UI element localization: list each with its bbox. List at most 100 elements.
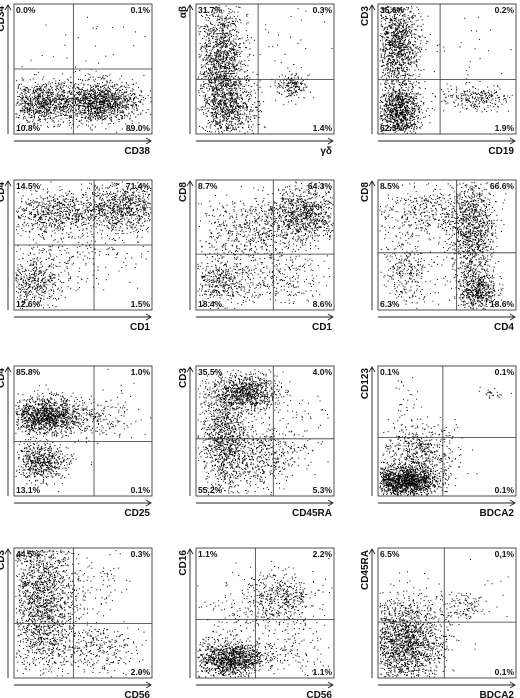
scatter-point — [53, 93, 55, 95]
scatter-point — [44, 83, 46, 85]
scatter-point — [49, 108, 50, 110]
scatter-point — [41, 105, 43, 107]
scatter-point — [57, 103, 59, 105]
scatter-point — [380, 83, 382, 85]
scatter-point — [278, 34, 279, 36]
scatter-point — [218, 66, 220, 68]
scatter-point — [407, 32, 408, 34]
scatter-point — [85, 98, 87, 100]
scatter-point — [395, 12, 397, 14]
scatter-point — [59, 97, 61, 99]
scatter-point — [42, 93, 44, 95]
scatter-point — [212, 41, 214, 43]
scatter-point — [121, 117, 123, 119]
scatter-point — [219, 44, 221, 46]
scatter-point — [112, 99, 114, 100]
scatter-point — [241, 121, 242, 123]
scatter-point — [208, 80, 210, 82]
scatter-point — [90, 111, 92, 113]
scatter-point — [232, 108, 234, 110]
scatter-point — [230, 41, 232, 43]
scatter-point — [38, 106, 40, 108]
scatter-point — [228, 63, 229, 65]
scatter-point — [216, 98, 218, 100]
scatter-point — [65, 110, 67, 112]
scatter-point — [252, 124, 254, 126]
scatter-point — [131, 106, 133, 108]
scatter-point — [100, 99, 102, 101]
scatter-point — [229, 130, 231, 132]
scatter-point — [223, 118, 225, 120]
scatter-point — [84, 117, 86, 119]
scatter-point — [90, 115, 92, 117]
scatter-point — [225, 83, 227, 85]
scatter-point — [249, 54, 251, 56]
scatter-point — [101, 95, 103, 97]
scatter-point — [205, 29, 207, 31]
scatter-point — [253, 83, 255, 85]
scatter-point — [231, 122, 233, 124]
scatter-point — [48, 88, 50, 90]
scatter-point — [238, 105, 240, 107]
scatter-point — [211, 24, 213, 26]
scatter-point — [43, 118, 45, 120]
scatter-point — [214, 78, 216, 80]
scatter-point — [210, 54, 211, 56]
scatter-point — [211, 108, 213, 110]
scatter-point — [85, 74, 86, 76]
scatter-point — [199, 125, 201, 127]
scatter-point — [279, 84, 281, 86]
scatter-point — [396, 9, 398, 11]
scatter-point — [403, 41, 405, 43]
scatter-point — [120, 95, 122, 97]
scatter-point — [110, 97, 112, 98]
scatter-point — [230, 90, 232, 92]
scatter-point — [216, 9, 218, 11]
scatter-point — [246, 107, 248, 108]
scatter-point — [237, 50, 239, 51]
scatter-point — [87, 97, 89, 99]
scatter-point — [74, 84, 75, 86]
scatter-point — [234, 114, 236, 116]
scatter-point — [96, 102, 97, 104]
scatter-point — [212, 60, 214, 62]
scatter-point — [28, 99, 29, 101]
scatter-point — [222, 109, 224, 111]
scatter-point — [123, 95, 125, 97]
scatter-point — [384, 18, 386, 20]
scatter-point — [395, 17, 397, 19]
scatter-point — [421, 29, 423, 31]
scatter-point — [219, 33, 221, 34]
scatter-point — [221, 87, 223, 89]
scatter-point — [80, 93, 82, 95]
scatter-point — [110, 91, 111, 93]
scatter-point — [386, 44, 388, 45]
scatter-point — [219, 30, 220, 32]
scatter-point — [217, 112, 219, 114]
scatter-point — [215, 74, 217, 76]
scatter-point — [224, 97, 226, 99]
scatter-point — [75, 110, 77, 112]
scatter-point — [89, 105, 91, 107]
scatter-point — [49, 100, 51, 102]
scatter-point — [222, 41, 224, 43]
scatter-point — [223, 40, 225, 42]
scatter-point — [82, 112, 84, 114]
scatter-point — [235, 99, 237, 101]
scatter-point — [412, 51, 414, 53]
scatter-point — [122, 105, 124, 106]
scatter-point — [223, 97, 225, 99]
scatter-point — [215, 42, 217, 44]
scatter-point — [231, 85, 232, 87]
scatter-point — [59, 112, 61, 114]
scatter-point — [118, 107, 120, 109]
scatter-point — [127, 104, 129, 106]
scatter-point — [287, 85, 289, 87]
scatter-point — [88, 90, 90, 92]
scatter-point — [259, 103, 261, 105]
scatter-point — [223, 115, 225, 117]
scatter-point — [216, 95, 218, 97]
scatter-point — [96, 119, 98, 121]
scatter-point — [108, 105, 110, 107]
scatter-point — [229, 62, 231, 64]
